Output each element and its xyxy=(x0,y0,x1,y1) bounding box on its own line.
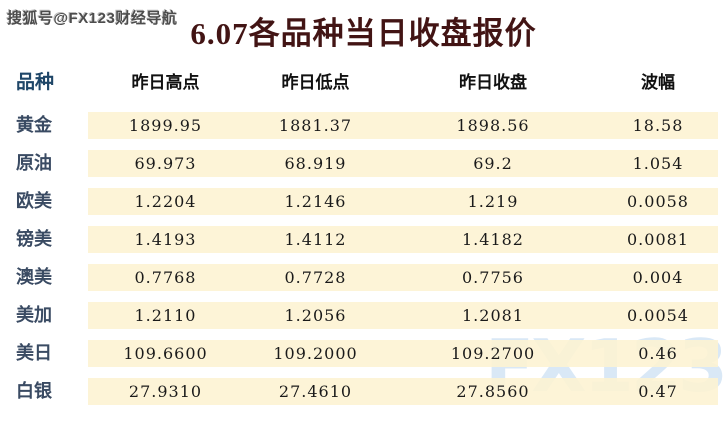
cell-prev-high: 1.4193 xyxy=(88,226,243,253)
cell-range: 0.0054 xyxy=(598,302,718,329)
cell-prev-close: 1.4182 xyxy=(388,226,598,253)
table-row: 美加 1.2110 1.2056 1.2081 0.0054 xyxy=(10,302,718,329)
cell-prev-close: 109.2700 xyxy=(388,340,598,367)
cell-prev-low: 0.7728 xyxy=(243,264,388,291)
cell-prev-low: 68.919 xyxy=(243,150,388,177)
cell-prev-close: 1.219 xyxy=(388,188,598,215)
table-row: 白银 27.9310 27.4610 27.8560 0.47 xyxy=(10,378,718,405)
row-label: 镑美 xyxy=(16,229,52,249)
cell-prev-low: 1.4112 xyxy=(243,226,388,253)
table-row: 原油 69.973 68.919 69.2 1.054 xyxy=(10,150,718,177)
cell-prev-high: 109.6600 xyxy=(88,340,243,367)
cell-prev-high: 1.2204 xyxy=(88,188,243,215)
table-header-row: 品种 昨日高点 昨日低点 昨日收盘 波幅 xyxy=(10,70,718,96)
cell-prev-low: 1.2146 xyxy=(243,188,388,215)
header-variety: 品种 xyxy=(16,72,55,93)
cell-prev-close: 1.2081 xyxy=(388,302,598,329)
cell-prev-high: 1899.95 xyxy=(88,112,243,139)
table-row: 黄金 1899.95 1881.37 1898.56 18.58 xyxy=(10,112,718,139)
sohu-account-watermark: 搜狐号@FX123财经导航 xyxy=(7,10,178,27)
cell-range: 0.004 xyxy=(598,264,718,291)
cell-prev-close: 27.8560 xyxy=(388,378,598,405)
row-label: 黄金 xyxy=(16,115,52,135)
header-prev-close: 昨日收盘 xyxy=(459,73,527,92)
row-label: 白银 xyxy=(16,381,52,401)
cell-range: 0.46 xyxy=(598,340,718,367)
cell-prev-low: 27.4610 xyxy=(243,378,388,405)
cell-prev-low: 109.2000 xyxy=(243,340,388,367)
header-prev-high: 昨日高点 xyxy=(131,73,200,92)
row-label: 美日 xyxy=(16,343,52,363)
cell-prev-close: 1898.56 xyxy=(388,112,598,139)
row-label: 美加 xyxy=(16,305,52,325)
row-label: 原油 xyxy=(16,153,52,173)
table-row: 欧美 1.2204 1.2146 1.219 0.0058 xyxy=(10,188,718,215)
table-row: 镑美 1.4193 1.4112 1.4182 0.0081 xyxy=(10,226,718,253)
cell-prev-high: 69.973 xyxy=(88,150,243,177)
cell-range: 0.0081 xyxy=(598,226,718,253)
cell-range: 0.0058 xyxy=(598,188,718,215)
row-label: 欧美 xyxy=(16,191,52,211)
cell-prev-close: 69.2 xyxy=(388,150,598,177)
header-range: 波幅 xyxy=(641,73,675,92)
cell-prev-high: 0.7768 xyxy=(88,264,243,291)
cell-prev-close: 0.7756 xyxy=(388,264,598,291)
table-body: 黄金 1899.95 1881.37 1898.56 18.58 原油 69.9… xyxy=(10,112,718,416)
table-row: 澳美 0.7768 0.7728 0.7756 0.004 xyxy=(10,264,718,291)
cell-range: 18.58 xyxy=(598,112,718,139)
cell-prev-high: 27.9310 xyxy=(88,378,243,405)
row-label: 澳美 xyxy=(16,267,52,287)
cell-range: 1.054 xyxy=(598,150,718,177)
table-row: 美日 109.6600 109.2000 109.2700 0.46 xyxy=(10,340,718,367)
cell-prev-high: 1.2110 xyxy=(88,302,243,329)
page-title: 6.07各品种当日收盘报价 xyxy=(190,16,537,51)
cell-prev-low: 1881.37 xyxy=(243,112,388,139)
cell-range: 0.47 xyxy=(598,378,718,405)
header-prev-low: 昨日低点 xyxy=(281,73,350,92)
cell-prev-low: 1.2056 xyxy=(243,302,388,329)
